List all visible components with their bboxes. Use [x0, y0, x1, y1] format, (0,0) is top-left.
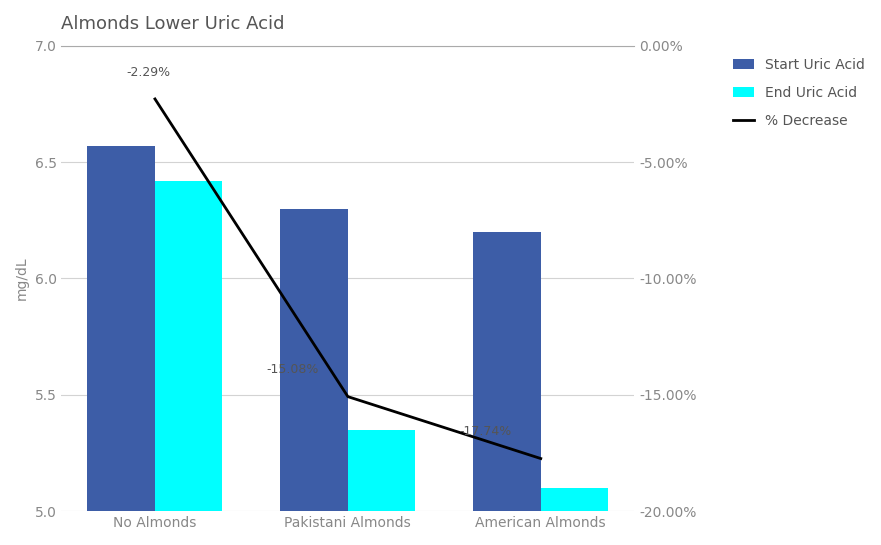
Text: Almonds Lower Uric Acid: Almonds Lower Uric Acid [62, 15, 285, 33]
Legend: Start Uric Acid, End Uric Acid, % Decrease: Start Uric Acid, End Uric Acid, % Decrea… [727, 53, 870, 134]
Bar [280, 209, 348, 545]
Bar [348, 429, 415, 545]
Bar [473, 232, 541, 545]
Y-axis label: mg/dL: mg/dL [15, 257, 29, 300]
Bar [87, 146, 155, 545]
Text: -17.74%: -17.74% [460, 425, 512, 438]
Bar [541, 488, 608, 545]
Text: -2.29%: -2.29% [126, 66, 170, 78]
Bar [155, 180, 223, 545]
Text: -15.08%: -15.08% [267, 364, 319, 377]
